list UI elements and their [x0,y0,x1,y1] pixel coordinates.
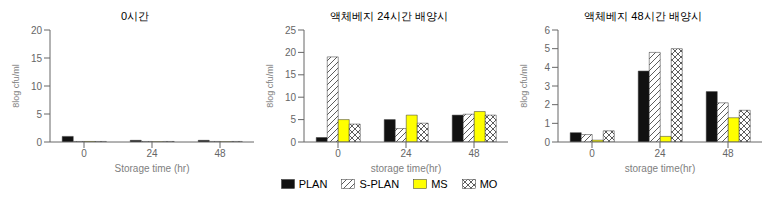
svg-text:24: 24 [400,148,412,159]
html-text:액체베지 24시간 배양시: 액체베지 24시간 배양시 [330,10,448,22]
svg-text:5: 5 [290,114,296,125]
svg-text:storage time(hr): storage time(hr) [371,163,442,174]
svg-text:0: 0 [36,137,42,148]
svg-text:48: 48 [468,148,480,159]
html-text:MO: MO [479,178,498,190]
svg-text:20: 20 [285,47,297,58]
svg-text:0: 0 [81,148,87,159]
svg-text:0: 0 [544,137,550,148]
html-text:0시간: 0시간 [120,10,150,22]
svg-text:4: 4 [544,62,550,73]
svg-text:10: 10 [31,81,43,92]
svg-text:0: 0 [290,137,296,148]
svg-text:20: 20 [31,25,43,36]
svg-text:24: 24 [146,148,158,159]
svg-text:5: 5 [544,43,550,54]
svg-text:48: 48 [214,148,226,159]
svg-text:15: 15 [31,53,43,64]
svg-text:8log cfu/ml: 8log cfu/ml [519,64,529,108]
html-text:액체베지 48시간 배양시: 액체베지 48시간 배양시 [584,10,702,22]
html-text:PLAN: PLAN [298,178,328,190]
svg-text:0: 0 [335,148,341,159]
svg-text:24: 24 [654,148,666,159]
svg-text:Storage time (hr): Storage time (hr) [114,163,189,174]
svg-text:8log cfu/ml: 8log cfu/ml [11,64,21,108]
svg-text:0: 0 [589,148,595,159]
svg-text:storage time(hr): storage time(hr) [625,163,696,174]
svg-text:5: 5 [36,109,42,120]
svg-text:8log cfu/ml: 8log cfu/ml [265,64,275,108]
html-text:S-PLAN: S-PLAN [359,178,400,190]
svg-text:2: 2 [544,99,550,110]
svg-text:10: 10 [285,92,297,103]
svg-text:48: 48 [722,148,734,159]
svg-text:3: 3 [544,81,550,92]
html-text:MS: MS [431,178,448,190]
svg-text:6: 6 [544,25,550,36]
svg-text:1: 1 [544,118,550,129]
svg-text:25: 25 [285,25,297,36]
svg-text:15: 15 [285,69,297,80]
